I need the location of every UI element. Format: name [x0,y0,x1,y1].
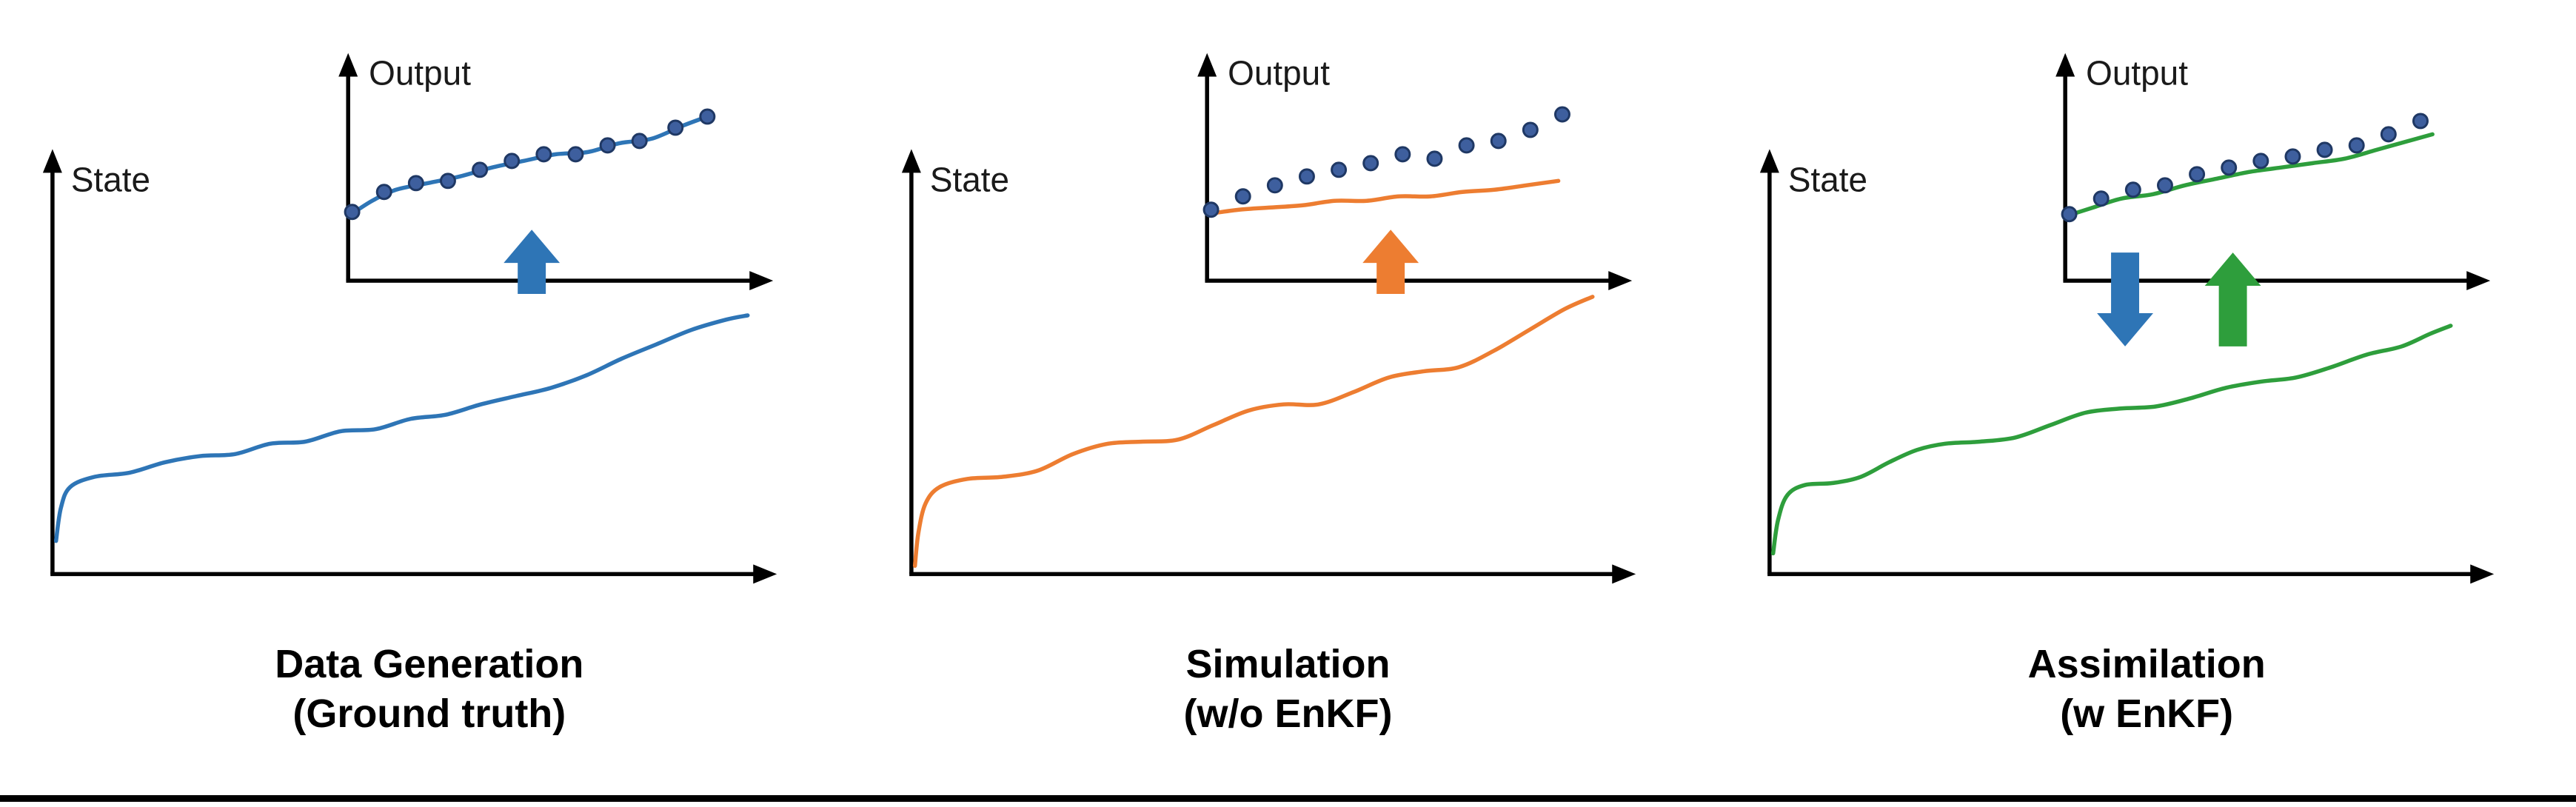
state-y-axis-arrowhead [901,149,921,173]
output-curve [2063,132,2435,218]
observation-dot [439,173,456,190]
block-arrow-up [504,230,560,295]
caption-title: Simulation [1185,642,1391,686]
observation-dot [2348,137,2365,154]
observation-dot [1425,150,1442,167]
caption-subtitle: (w/o EnKF) [1183,691,1393,736]
observation-dot [344,204,361,221]
observation-dot [2125,181,2141,198]
observation-dot [1234,188,1251,205]
observation-dot [535,146,552,163]
observation-dot [599,137,616,154]
block-arrow-up [2204,252,2261,346]
state-axis-label: State [71,160,150,198]
observation-dot [375,184,392,201]
observation-dots [1202,106,1570,218]
observation-dot [567,146,584,163]
output-y-axis-arrowhead [338,53,358,77]
state-axis-label: State [1788,160,1867,198]
output-axis-label: Output [1228,54,1330,93]
observation-dot [1522,121,1539,138]
observation-dot [667,119,684,136]
observation-dot [2252,153,2269,170]
state-x-axis-arrowhead [2470,564,2495,584]
observation-dot [1553,106,1570,123]
state-x-axis-arrowhead [1611,564,1636,584]
state-x-axis-arrowhead [753,564,777,584]
observation-dot [1490,133,1507,150]
caption-subtitle: (Ground truth) [292,691,566,736]
plot-data-generation: State Output [42,53,777,584]
state-curve [53,313,750,543]
panel-assimilation: State Output Assimilation (w EnKF) [1717,0,2576,739]
state-axis-label: State [929,160,1008,198]
output-x-axis-arrowhead [1608,271,1632,291]
caption-subtitle: (w EnKF) [2060,691,2234,736]
observation-dot [2284,148,2301,165]
observation-dots [2061,113,2429,223]
observation-dot [407,175,424,192]
state-curve [912,295,1595,568]
caption-simulation: Simulation (w/o EnKF) [1184,640,1393,739]
observation-dot [1298,168,1315,185]
caption-title: Assimilation [2027,642,2266,686]
observation-dots [344,108,716,221]
observation-dot [471,161,488,178]
state-y-axis-arrowhead [1760,149,1780,173]
output-x-axis-arrowhead [2466,271,2491,291]
panels-row: State Output Data Generation (Ground trut… [0,0,2576,739]
observation-dot [2189,166,2206,183]
observation-dot [2092,190,2110,207]
caption-assimilation: Assimilation (w EnKF) [2028,640,2266,739]
output-axis-label: Output [2086,54,2188,93]
bottom-divider [0,795,2576,802]
plot-simulation: State Output [901,53,1636,584]
observation-dot [631,133,648,150]
observation-dot [2221,159,2238,176]
observation-dot [1458,137,1475,154]
output-y-axis-arrowhead [1197,53,1217,77]
panel-data-generation: State Output Data Generation (Ground trut… [0,0,859,739]
state-curve [1771,324,2453,556]
output-curve [346,114,709,218]
observation-dot [1394,146,1411,163]
output-y-axis-arrowhead [2055,53,2075,77]
state-y-axis-arrowhead [42,149,62,173]
observation-dot [1202,201,1220,218]
observation-dot [2412,113,2429,130]
block-arrow-down [2097,252,2154,346]
observation-dot [2316,141,2333,158]
panel-simulation: State Output Simulation (w/o EnKF) [859,0,1718,739]
plot-assimilation: State Output [1760,53,2495,584]
observation-dot [2381,126,2397,143]
observation-dot [1266,177,1283,194]
output-curve [1204,178,1560,216]
observation-dot [2061,206,2078,223]
observation-dot [1330,161,1347,178]
observation-dot [2157,177,2174,194]
observation-dot [1362,155,1379,172]
observation-dot [504,153,521,170]
caption-data-generation: Data Generation (Ground truth) [275,640,583,739]
output-x-axis-arrowhead [749,271,774,291]
caption-title: Data Generation [275,642,584,686]
observation-dot [699,108,716,125]
block-arrow-up [1362,230,1419,295]
output-axis-label: Output [369,54,471,93]
